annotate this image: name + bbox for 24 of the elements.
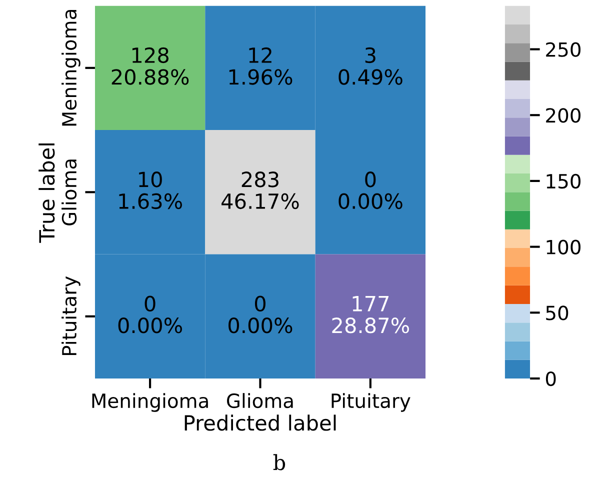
color-bar-label: 200 — [546, 108, 580, 123]
data-label: 128 20.88% — [112, 47, 189, 85]
color-bar-label: 150 — [546, 174, 580, 189]
color-bar-label: 100 — [546, 240, 580, 254]
text: b — [273, 454, 286, 470]
data-label: 10 1.63% — [119, 172, 182, 210]
y-tick-label: Glioma — [62, 160, 77, 226]
x-tick-label: Pituitary — [332, 393, 410, 412]
x-tick-label: Meningioma — [92, 393, 208, 412]
color-bar-label: 0 — [546, 371, 556, 386]
data-label: 12 1.96% — [229, 47, 292, 85]
data-label: 0 0.00% — [228, 296, 292, 334]
data-label: 283 46.17% — [222, 172, 299, 210]
y-tick-label: Pituitary — [62, 276, 80, 356]
data-label: 0 0.00% — [338, 172, 402, 210]
data-label: 3 0.49% — [338, 47, 402, 85]
x-tick-label: Glioma — [227, 393, 293, 408]
color-bar-label: 250 — [546, 42, 580, 57]
color-bar-label: 50 — [546, 306, 568, 320]
y-tick-label: Meningioma — [62, 10, 80, 126]
data-label: 177 28.87% — [332, 296, 409, 334]
y-axis-title: True label — [38, 143, 55, 243]
data-label: 0 0.00% — [118, 296, 182, 334]
x-axis-title: Predicted label — [184, 414, 336, 431]
